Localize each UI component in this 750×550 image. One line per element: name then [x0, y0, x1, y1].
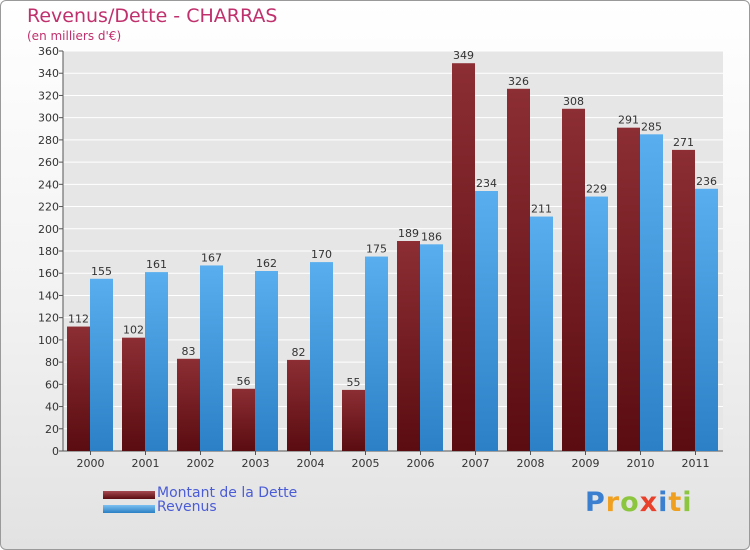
y-tick-label: 260: [38, 156, 59, 169]
y-tick-label: 100: [38, 334, 59, 347]
bar-revenus: [695, 188, 718, 451]
data-label: 349: [453, 49, 474, 62]
bar-revenus: [530, 216, 553, 451]
data-label: 170: [311, 248, 332, 261]
data-label: 175: [366, 243, 387, 256]
x-tick-label: 2005: [352, 457, 380, 470]
bar-revenus: [475, 191, 498, 451]
x-tick-label: 2004: [297, 457, 325, 470]
chart-subtitle: (en milliers d'€): [27, 29, 122, 43]
legend-swatch-revenus: [103, 505, 155, 513]
y-tick-label: 200: [38, 223, 59, 236]
data-label: 236: [696, 175, 717, 188]
y-tick-label: 320: [38, 89, 59, 102]
logo-letter: i: [658, 487, 669, 518]
y-tick-label: 20: [45, 423, 59, 436]
data-label: 167: [201, 251, 222, 264]
data-label: 82: [292, 346, 306, 359]
y-tick-label: 80: [45, 356, 59, 369]
y-tick-label: 140: [38, 289, 59, 302]
x-tick-label: 2007: [462, 457, 490, 470]
data-label: 308: [563, 95, 584, 108]
bar-revenus: [365, 256, 388, 451]
bar-dette: [617, 127, 640, 452]
y-tick-label: 220: [38, 201, 59, 214]
data-label: 211: [531, 203, 552, 216]
x-tick-label: 2000: [77, 457, 105, 470]
logo-letter: P: [585, 487, 606, 518]
data-label: 56: [237, 375, 251, 388]
y-tick-label: 300: [38, 112, 59, 125]
y-tick-label: 180: [38, 245, 59, 258]
logo-letter: x: [639, 487, 659, 518]
data-label: 55: [347, 376, 361, 389]
logo-letter: t: [668, 487, 683, 518]
y-tick-label: 340: [38, 67, 59, 80]
data-label: 271: [673, 136, 694, 149]
legend-swatch-dette: [103, 491, 155, 499]
bar-dette: [232, 388, 255, 451]
bar-dette: [507, 88, 530, 452]
bar-dette: [67, 326, 90, 451]
data-label: 189: [398, 227, 419, 240]
y-tick-label: 40: [45, 401, 59, 414]
bar-revenus: [255, 271, 278, 451]
data-label: 291: [618, 114, 639, 127]
x-tick-label: 2001: [132, 457, 160, 470]
bar-dette: [397, 241, 420, 451]
bar-dette: [122, 337, 145, 451]
data-label: 112: [68, 313, 89, 326]
y-tick-label: 280: [38, 134, 59, 147]
x-tick-label: 2003: [242, 457, 270, 470]
bar-dette: [452, 63, 475, 451]
legend-label-revenus: Revenus: [157, 499, 217, 515]
y-tick-label: 0: [52, 445, 59, 458]
data-label: 83: [182, 345, 196, 358]
data-label: 102: [123, 324, 144, 337]
data-label: 155: [91, 265, 112, 278]
bar-revenus: [90, 278, 113, 451]
data-label: 186: [421, 230, 442, 243]
x-tick-label: 2011: [682, 457, 710, 470]
bar-dette: [562, 108, 585, 452]
data-label: 229: [586, 183, 607, 196]
bar-revenus: [420, 244, 443, 451]
proxiti-logo: Proxiti: [585, 487, 693, 518]
chart-title: Revenus/Dette - CHARRAS: [27, 5, 278, 27]
x-tick-label: 2008: [517, 457, 545, 470]
x-tick-label: 2010: [627, 457, 655, 470]
logo-letter: i: [682, 487, 693, 518]
bar-revenus: [640, 134, 663, 452]
bar-revenus: [585, 196, 608, 451]
y-tick-label: 360: [38, 45, 59, 58]
bar-dette: [342, 389, 365, 451]
y-tick-label: 60: [45, 378, 59, 391]
legend-label-dette: Montant de la Dette: [157, 485, 298, 501]
bar-dette: [287, 359, 310, 451]
data-label: 326: [508, 75, 529, 88]
bar-revenus: [200, 265, 223, 451]
data-label: 234: [476, 177, 497, 190]
y-tick-label: 160: [38, 267, 59, 280]
logo-letter: o: [620, 487, 640, 518]
bar-revenus: [145, 272, 168, 451]
bar-dette: [177, 358, 200, 451]
y-tick-label: 120: [38, 312, 59, 325]
data-label: 161: [146, 258, 167, 271]
data-label: 285: [641, 120, 662, 133]
logo-letter: r: [605, 487, 621, 518]
bar-dette: [672, 149, 695, 451]
data-label: 162: [256, 257, 277, 270]
x-tick-label: 2009: [572, 457, 600, 470]
x-tick-label: 2002: [187, 457, 215, 470]
x-tick-label: 2006: [407, 457, 435, 470]
y-tick-label: 240: [38, 178, 59, 191]
bar-revenus: [310, 262, 333, 451]
